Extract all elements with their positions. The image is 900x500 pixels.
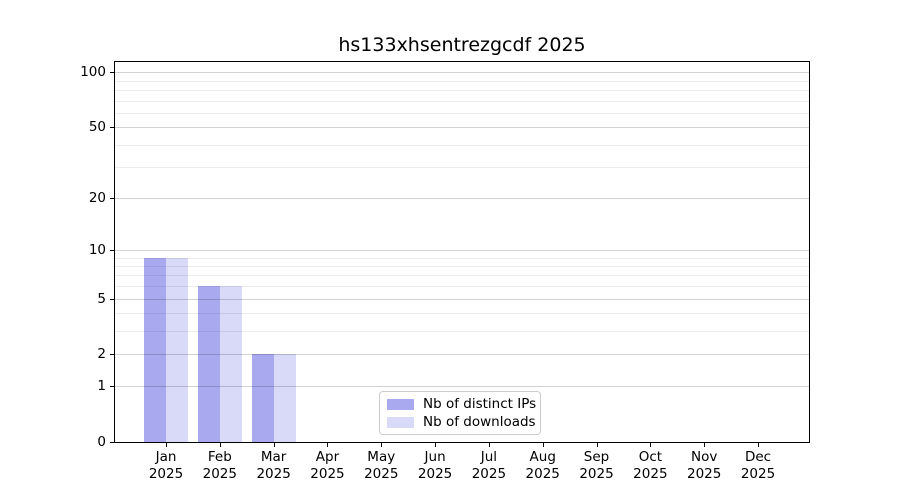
legend-swatch-downloads-icon bbox=[387, 416, 414, 428]
x-tick bbox=[758, 443, 759, 447]
x-tick-label-nov: Nov 2025 bbox=[686, 449, 722, 482]
chart-title: hs133xhsentrezgcdf 2025 bbox=[338, 34, 586, 56]
x-tick-label-jul: Jul 2025 bbox=[471, 449, 507, 482]
y-tick-label: 2 bbox=[97, 346, 106, 363]
y-tick bbox=[110, 386, 114, 388]
x-tick-label-aug: Aug 2025 bbox=[525, 449, 560, 482]
x-tick bbox=[219, 443, 221, 447]
x-tick-label-sep: Sep 2025 bbox=[579, 449, 614, 482]
x-tick bbox=[704, 443, 706, 447]
y-tick-label: 20 bbox=[88, 190, 106, 207]
y-tick-label: 1 bbox=[97, 378, 106, 395]
x-tick-label-jan: Jan 2025 bbox=[148, 449, 184, 482]
y-tick bbox=[110, 442, 114, 443]
x-tick-label-may: May 2025 bbox=[364, 449, 399, 482]
x-tick-label-dec: Dec 2025 bbox=[740, 449, 776, 482]
y-tick-label: 50 bbox=[88, 119, 106, 136]
y-tick bbox=[110, 72, 114, 74]
bar-distinct-ips-mar bbox=[251, 354, 274, 442]
x-tick bbox=[166, 443, 167, 447]
x-tick-label-jun: Jun 2025 bbox=[417, 449, 453, 482]
x-tick-label-feb: Feb 2025 bbox=[202, 449, 237, 482]
legend-item-distinct-ips: Nb of distinct IPs bbox=[387, 396, 537, 412]
y-tick bbox=[110, 354, 114, 356]
legend-label-downloads: Nb of downloads bbox=[423, 414, 536, 430]
bar-downloads-mar bbox=[273, 354, 296, 442]
x-tick bbox=[435, 443, 437, 447]
x-tick bbox=[650, 443, 652, 447]
x-tick bbox=[381, 443, 383, 447]
x-tick bbox=[327, 443, 329, 447]
legend-label-distinct-ips: Nb of distinct IPs bbox=[423, 396, 537, 412]
y-tick-label: 0 bbox=[97, 434, 106, 450]
y-tick-label: 100 bbox=[80, 64, 106, 81]
x-tick-label-mar: Mar 2025 bbox=[256, 449, 291, 482]
x-tick bbox=[488, 443, 490, 447]
y-tick bbox=[110, 249, 114, 251]
y-tick bbox=[110, 298, 114, 300]
x-tick-label-oct: Oct 2025 bbox=[633, 449, 668, 482]
x-tick-label-apr: Apr 2025 bbox=[310, 449, 345, 482]
legend: Nb of distinct IPs Nb of downloads bbox=[379, 391, 541, 435]
x-tick bbox=[596, 443, 598, 447]
y-tick bbox=[110, 127, 114, 129]
y-tick-label: 5 bbox=[97, 290, 106, 307]
y-tick-label: 10 bbox=[88, 241, 106, 258]
legend-item-downloads: Nb of downloads bbox=[387, 414, 536, 430]
x-tick bbox=[542, 443, 544, 447]
legend-swatch-distinct-ips-icon bbox=[387, 398, 414, 410]
x-tick bbox=[273, 443, 275, 447]
bar-downloads-feb bbox=[219, 286, 242, 442]
bar-downloads-jan bbox=[166, 257, 188, 442]
bar-distinct-ips-jan bbox=[144, 257, 166, 442]
y-tick bbox=[110, 198, 114, 200]
bar-distinct-ips-feb bbox=[197, 286, 220, 442]
